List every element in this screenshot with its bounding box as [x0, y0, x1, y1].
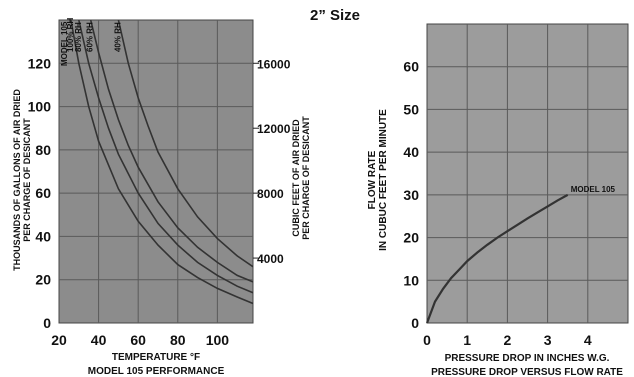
left-y-tick-label: 100 — [28, 99, 52, 115]
page-title: 2” Size — [309, 7, 361, 24]
left-series-line-2 — [89, 20, 253, 283]
right-y-tick-label: 10 — [403, 272, 419, 288]
left-series-label: 80% RH — [74, 22, 83, 52]
left-y2-tick-label: 16000 — [257, 57, 291, 71]
right-y-tick-label: 0 — [411, 315, 419, 331]
left-series-line-0 — [70, 20, 253, 305]
right-y-axis-label-line1: FLOW RATE — [367, 150, 378, 209]
left-y2-tick-label: 12000 — [257, 122, 291, 136]
right-y-tick-label: 60 — [403, 59, 419, 75]
left-y2-tick-label: 8000 — [257, 187, 284, 201]
left-series-label: 40% RH — [113, 22, 122, 52]
left-y2-axis-label-line2: PER CHARGE OF DESICANT — [301, 116, 311, 240]
left-caption: MODEL 105 PERFORMANCE — [88, 366, 225, 377]
left-y-tick-label: 0 — [43, 315, 51, 331]
right-y-tick-label: 50 — [403, 101, 419, 117]
left-y2-axis-label-line1: CUBIC FEET OF AIR DRIED — [291, 119, 301, 237]
left-y-tick-label: 80 — [35, 142, 51, 158]
right-x-tick-label: 1 — [463, 332, 471, 348]
left-series-label: 60% RH — [86, 22, 95, 52]
right-x-tick-label: 3 — [544, 332, 552, 348]
right-plot-area — [426, 23, 629, 324]
right-series-label: MODEL 105 — [571, 185, 616, 194]
right-series-line — [425, 193, 569, 324]
right-y-tick-label: 20 — [403, 230, 419, 246]
left-model-label: MODEL 105 — [60, 21, 69, 66]
left-y-tick-label: 120 — [28, 55, 52, 71]
left-x-tick-label: 40 — [91, 332, 107, 348]
left-x-tick-label: 80 — [170, 332, 186, 348]
left-y-tick-label: 60 — [35, 185, 51, 201]
left-y-axis-label-line1: THOUSANDS OF GALLONS OF AIR DRIED — [12, 89, 22, 271]
right-x-tick-label: 2 — [504, 332, 512, 348]
right-y-axis-label-line2: IN CUBUC FEET PER MINUTE — [378, 109, 389, 251]
right-x-tick-label: 4 — [584, 332, 592, 348]
right-y-tick-label: 40 — [403, 144, 419, 160]
left-y-tick-label: 20 — [35, 272, 51, 288]
left-x-axis-label: TEMPERATURE °F — [112, 352, 200, 363]
left-x-tick-label: 60 — [130, 332, 146, 348]
left-series-label: 100% RH — [66, 18, 75, 52]
left-y2-tick-label: 4000 — [257, 252, 284, 266]
right-caption: PRESSURE DROP VERSUS FLOW RATE — [431, 367, 623, 377]
left-x-tick-label: 20 — [51, 332, 67, 348]
left-plot-area — [58, 19, 254, 324]
right-y-tick-label: 30 — [403, 187, 419, 203]
left-series-line-3 — [117, 20, 253, 268]
left-x-tick-label: 100 — [206, 332, 230, 348]
left-y-axis-label-line2: PER CHARGE OF DESICANT — [22, 118, 32, 242]
right-x-tick-label: 0 — [423, 332, 431, 348]
left-y-tick-label: 40 — [35, 228, 51, 244]
left-series-line-1 — [78, 20, 253, 294]
right-x-axis-label: PRESSURE DROP IN INCHES W.G. — [445, 353, 610, 364]
